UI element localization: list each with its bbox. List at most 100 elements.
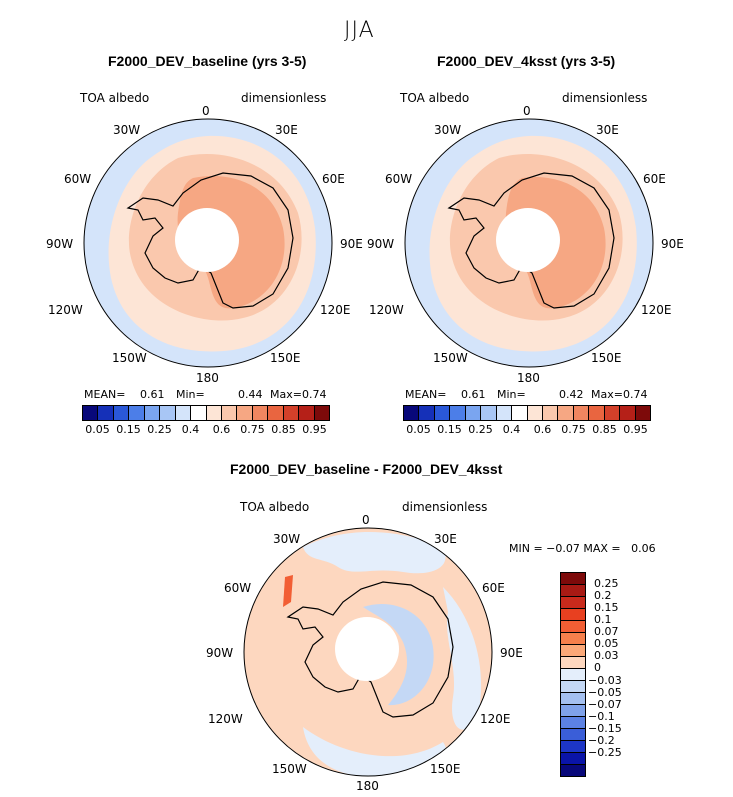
colorbar-ticks-diff: 0.25 0.2 0.15 0.1 0.07 0.05 0.03 0 −0.03 −0.05 −0.… (588, 572, 652, 777)
colorbar-tick-label: −0.2 (588, 733, 615, 747)
colorbar-swatch (561, 705, 585, 717)
max-value: 0.74 (623, 388, 648, 401)
colorbar-swatch (283, 406, 300, 420)
colorbar-ticks-4ksst: 0.05 0.15 0.25 0.4 0.6 0.75 0.85 0.95 (403, 423, 651, 437)
colorbar-tick-label: 0.15 (116, 423, 141, 436)
colorbar-swatch (206, 406, 222, 420)
colorbar-tick-label: 0 (594, 661, 601, 675)
colorbar-tick-label: 0.07 (594, 625, 619, 639)
colorbar-swatch (83, 406, 99, 420)
lon-label-0: 0 (523, 104, 531, 118)
colorbar-swatch (98, 406, 114, 420)
colorbar-tick-label: −0.03 (588, 673, 622, 687)
max-label: Max= (270, 388, 302, 401)
coastline (126, 172, 294, 309)
colorbar-swatch (237, 406, 253, 420)
lon-label-30w: 30W (113, 123, 141, 137)
colorbar-swatch (561, 717, 585, 729)
colorbar-tick-label: 0.6 (533, 423, 552, 436)
colorbar-swatch (465, 406, 482, 420)
colorbar-swatch (527, 406, 543, 420)
colorbar-swatch (561, 657, 585, 669)
map-title-baseline: F2000_DEV_baseline (yrs 3-5) (108, 53, 307, 69)
colorbar-tick-label: 0.4 (181, 423, 200, 436)
colorbar-4ksst (403, 405, 651, 421)
colorbar-swatch (512, 406, 528, 420)
lon-label-60e: 60E (643, 172, 666, 186)
colorbar-swatch (561, 609, 585, 621)
colorbar-tick-label: 0.05 (85, 423, 110, 436)
colorbar-swatch (419, 406, 435, 420)
colorbar-swatch (561, 681, 585, 693)
colorbar-swatch (561, 621, 585, 633)
min-value: 0.42 (559, 388, 584, 401)
colorbar-tick-label: 0.03 (594, 649, 619, 663)
colorbar-swatch (160, 406, 176, 420)
colorbar-baseline (82, 405, 330, 421)
colorbar-tick-label: 0.05 (406, 423, 431, 436)
coastline (286, 581, 454, 718)
min-label: Min= (176, 388, 205, 401)
map-units-label-baseline: dimensionless (241, 91, 327, 105)
lon-label-150e: 150E (591, 351, 622, 365)
lon-label-150w: 150W (272, 762, 307, 776)
polar-hole (175, 208, 239, 272)
lon-label-30e: 30E (434, 532, 457, 546)
lon-label-150w: 150W (112, 351, 147, 365)
colorbar-tick-label: 0.15 (437, 423, 462, 436)
colorbar-swatch (129, 406, 145, 420)
colorbar-diff (560, 572, 586, 777)
lon-label-90w: 90W (206, 646, 234, 660)
colorbar-swatch (604, 406, 621, 420)
colorbar-swatch (573, 406, 590, 420)
colorbar-swatch (450, 406, 466, 420)
colorbar-tick-label: −0.1 (588, 709, 615, 723)
colorbar-swatch (561, 633, 585, 645)
lon-label-180: 180 (196, 371, 219, 385)
colorbar-swatch (191, 406, 207, 420)
lon-label-90e: 90E (500, 646, 523, 660)
colorbar-tick-label: −0.07 (588, 697, 622, 711)
max-label: Max= (591, 388, 623, 401)
colorbar-tick-label: 0.4 (502, 423, 521, 436)
colorbar-tick-label: 0.95 (623, 423, 648, 436)
colorbar-swatch (620, 406, 636, 420)
polar-hole (335, 617, 399, 681)
min-value: 0.44 (238, 388, 263, 401)
colorbar-swatch (589, 406, 605, 420)
mean-label: MEAN= (405, 388, 447, 401)
colorbar-swatch (175, 406, 192, 420)
colorbar-swatch (481, 406, 497, 420)
lon-label-150e: 150E (430, 762, 461, 776)
colorbar-tick-label: 0.75 (240, 423, 265, 436)
colorbar-swatch (561, 669, 585, 681)
min-label: Min= (497, 388, 526, 401)
lon-label-120w: 120W (208, 712, 243, 726)
colorbar-tick-label: 0.95 (302, 423, 327, 436)
map-title-diff: F2000_DEV_baseline - F2000_DEV_4ksst (230, 461, 503, 477)
negative-anomaly-east (443, 587, 482, 730)
colorbar-swatch (561, 729, 585, 741)
colorbar-swatch (635, 406, 650, 420)
colorbar-tick-label: 0.05 (594, 637, 619, 651)
colorbar-swatch (558, 406, 574, 420)
lon-label-120w: 120W (48, 303, 83, 317)
lon-label-30w: 30W (434, 123, 462, 137)
lon-label-60e: 60E (482, 581, 505, 595)
colorbar-swatch (268, 406, 284, 420)
lon-label-0: 0 (202, 104, 210, 118)
polar-map-baseline (83, 118, 333, 368)
colorbar-tick-label: 0.1 (594, 613, 612, 627)
colorbar-tick-label: 0.75 (561, 423, 586, 436)
lon-label-60w: 60W (224, 581, 252, 595)
colorbar-tick-label: 0.2 (594, 589, 612, 603)
lon-label-180: 180 (356, 779, 379, 793)
lon-label-60e: 60E (322, 172, 345, 186)
lon-label-90e: 90E (661, 237, 684, 251)
colorbar-swatch (434, 406, 451, 420)
map-units-label-4ksst: dimensionless (562, 91, 648, 105)
lon-label-90e: 90E (340, 237, 363, 251)
colorbar-swatch (221, 406, 238, 420)
mean-label: MEAN= (84, 388, 126, 401)
positive-anomaly-peninsula (283, 575, 293, 607)
